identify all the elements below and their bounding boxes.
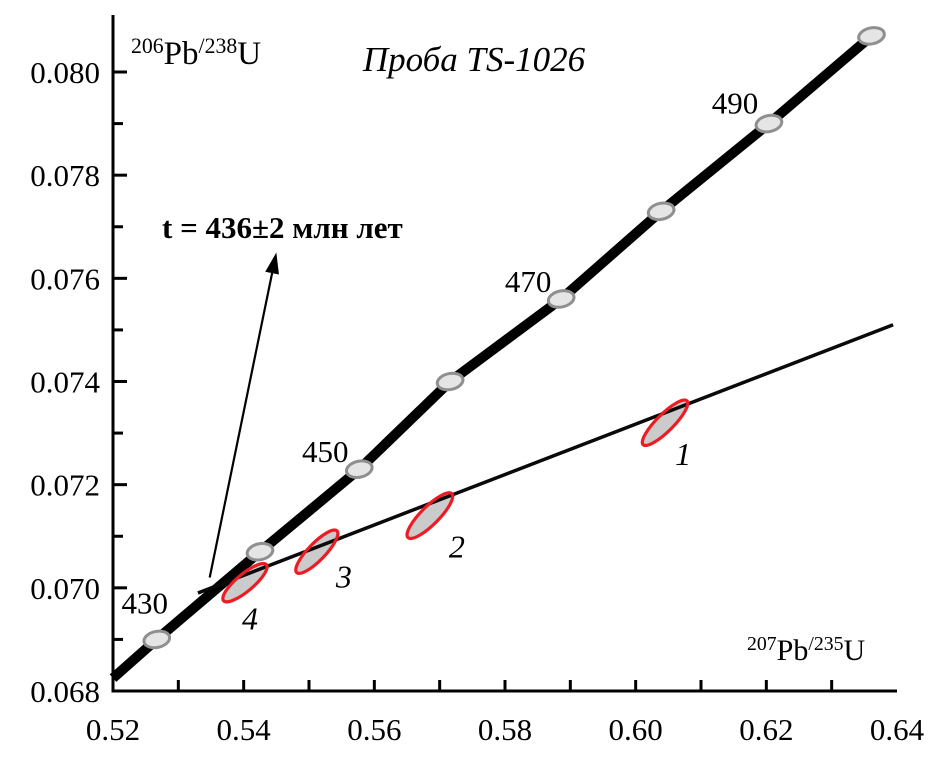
error-ellipse-outline-4 xyxy=(221,561,269,604)
x-axis-title-superscript-207: 207 xyxy=(747,633,777,656)
x-axis-title: 207Pb/235U xyxy=(747,633,866,668)
x-tick-label: 0.60 xyxy=(609,712,663,747)
error-ellipse-fill-1 xyxy=(642,400,688,446)
y-tick-label: 0.078 xyxy=(30,158,100,193)
y-tick-label: 0.080 xyxy=(30,55,100,90)
concordia-age-marker-430 xyxy=(142,629,172,650)
x-tick-label: 0.64 xyxy=(870,712,925,747)
concordia-age-marker-450 xyxy=(344,459,374,479)
x-tick-label: 0.52 xyxy=(86,712,140,747)
error-ellipse-outline-2 xyxy=(405,491,455,541)
concordia-age-marker-470 xyxy=(546,289,576,309)
ellipse-label-3: 3 xyxy=(335,559,352,595)
concordia-age-label-430: 430 xyxy=(122,585,169,620)
concordia-age-label-490: 490 xyxy=(712,86,759,121)
concordia-age-label-450: 450 xyxy=(302,434,349,469)
x-axis-title-superscript-235: /235 xyxy=(808,633,844,656)
y-tick-label: 0.072 xyxy=(30,468,100,503)
y-axis-title-superscript-238: /238 xyxy=(198,34,238,59)
y-tick-label: 0.076 xyxy=(30,261,100,296)
concordia-age-marker-490 xyxy=(754,113,784,134)
discordia-line xyxy=(197,323,894,595)
error-ellipse-outline-3 xyxy=(294,528,340,576)
concordia-age-marker-480 xyxy=(646,201,676,222)
x-tick-label: 0.62 xyxy=(739,712,793,747)
x-axis-title-pb: Pb xyxy=(776,634,809,667)
x-tick-label: 0.56 xyxy=(347,712,401,747)
error-ellipse-outline-1 xyxy=(640,398,690,448)
annotation-arrow-head xyxy=(265,252,279,275)
ellipse-label-2: 2 xyxy=(449,529,465,565)
y-tick-label: 0.068 xyxy=(30,674,100,709)
error-ellipse-fill-3 xyxy=(295,530,338,574)
y-tick-label: 0.074 xyxy=(30,365,100,400)
y-axis-title-pb: Pb xyxy=(163,36,199,72)
ellipse-label-1: 1 xyxy=(675,436,691,472)
error-ellipse-fill-4 xyxy=(222,563,268,602)
age-annotation: t = 436±2 млн лет xyxy=(162,210,403,245)
y-tick-label: 0.070 xyxy=(30,571,100,606)
y-axis-title: 206Pb/238U xyxy=(131,34,262,73)
x-tick-label: 0.54 xyxy=(217,712,272,747)
chart-title: Проба TS-1026 xyxy=(362,40,586,79)
x-tick-label: 0.58 xyxy=(478,712,532,747)
concordia-age-marker-500 xyxy=(857,26,886,46)
concordia-age-marker-440 xyxy=(245,541,275,562)
error-ellipse-fill-2 xyxy=(407,492,453,539)
ellipse-label-4: 4 xyxy=(242,601,258,637)
x-axis-title-u: U xyxy=(843,634,866,667)
y-axis-title-superscript-206: 206 xyxy=(131,34,164,59)
concordia-age-label-470: 470 xyxy=(505,264,552,299)
y-axis-title-u: U xyxy=(237,36,262,72)
concordia-age-marker-460 xyxy=(435,371,465,392)
annotation-arrow-line xyxy=(208,266,275,578)
